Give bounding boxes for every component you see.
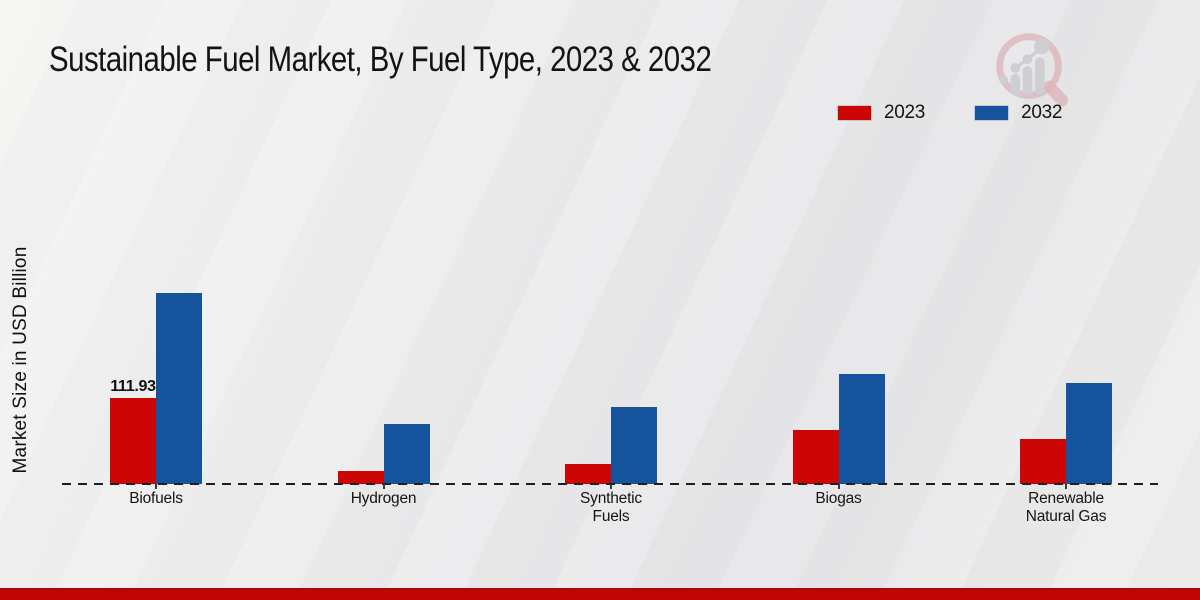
bar-2023-synthetic-fuels <box>565 463 611 484</box>
legend: 2023 2032 <box>838 102 1062 124</box>
legend-swatch-2023 <box>838 106 871 120</box>
bar-2032-biofuels <box>156 292 202 484</box>
category-label-hydrogen: Hydrogen <box>350 490 417 507</box>
x-axis-tick <box>155 484 157 489</box>
category-label-renewable-natural-gas: Renewable Natural Gas <box>1025 490 1107 525</box>
bar-2023-biofuels <box>110 398 156 484</box>
magnifier-bar-chart-logo-icon <box>996 33 1069 107</box>
legend-item-2023: 2023 <box>838 102 925 124</box>
x-axis-tick <box>382 484 385 489</box>
bar-2032-renewable-natural-gas <box>1066 383 1112 484</box>
legend-label-2032: 2032 <box>1021 102 1063 123</box>
bar-2023-hydrogen <box>337 470 384 484</box>
footer-accent-bar <box>0 588 1200 600</box>
x-axis-tick <box>610 484 612 489</box>
x-axis-tick <box>837 484 840 489</box>
x-axis-tick <box>1065 484 1067 489</box>
category-label-synthetic-fuels: Synthetic Fuels <box>580 490 642 525</box>
category-label-biofuels: Biofuels <box>129 490 183 507</box>
legend-item-2032: 2032 <box>975 102 1062 124</box>
category-label-biogas: Biogas <box>815 490 862 507</box>
bar-2023-biogas <box>792 429 839 484</box>
data-label-2023-biofuels: 111.93 <box>110 378 156 395</box>
bar-2032-synthetic-fuels <box>611 407 657 484</box>
legend-label-2023: 2023 <box>884 102 926 123</box>
legend-swatch-2032 <box>975 106 1009 120</box>
bar-2032-hydrogen <box>383 424 430 484</box>
chart-title: Sustainable Fuel Market, By Fuel Type, 2… <box>49 40 712 79</box>
bar-2023-renewable-natural-gas <box>1020 438 1066 484</box>
bar-2032-biogas <box>838 373 885 484</box>
